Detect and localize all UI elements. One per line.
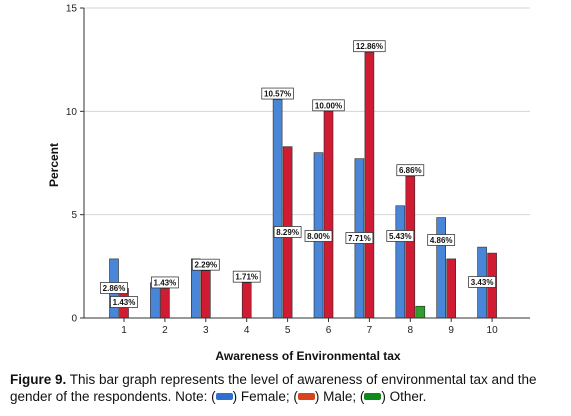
data-label: 10.00% [315,101,342,110]
data-label-box [261,87,294,100]
x-tick-label: 6 [326,325,332,336]
male-swatch [297,393,315,400]
bar-chart: 0 5 10 15 1 2 3 4 5 6 7 8 9 10 2.86% 1.43% 1.43% 2.29% 1… [47,4,530,363]
data-label: 1.43% [113,298,136,307]
x-tick-label: 9 [448,325,454,336]
bar-male-9 [446,258,457,319]
caption-label: Figure 9. [10,372,67,387]
data-label-box [110,296,138,308]
bar-female-9 [436,217,447,319]
bar-other-8 [415,305,426,319]
y-tick-label: 10 [66,107,78,118]
data-label-box [191,258,220,271]
x-axis-title: Awareness of Environmental tax [215,349,401,363]
data-label-box [468,276,496,288]
data-label-box [273,226,302,238]
data-label-box [345,232,374,244]
bar-female-8 [395,205,406,319]
other-swatch [364,393,382,400]
x-tick-label: 3 [203,325,209,336]
bar-male-8 [405,175,416,319]
y-axis-title: Percent [47,143,61,187]
data-label: 2.29% [194,261,217,270]
x-tick-label: 10 [487,325,499,336]
axes [83,8,530,322]
female-swatch [215,393,233,400]
data-label-box [386,230,415,242]
data-label-box [427,234,456,246]
caption-male: ) Male; ( [314,389,365,404]
data-label-box [304,230,333,242]
caption-female: ) Female; ( [232,389,298,404]
data-label-box [353,40,386,53]
bar-male-3 [201,270,211,319]
caption-other: ) Other. [381,389,427,404]
data-label: 8.00% [307,232,330,241]
bar-male-2 [160,288,170,319]
x-tick-labels: 1 2 3 4 5 6 7 8 9 10 [121,325,498,336]
x-tick-label: 1 [121,325,127,336]
data-label: 12.86% [356,42,383,51]
bar-male-7 [364,51,375,319]
x-tick-label: 2 [162,325,168,336]
data-label: 1.71% [235,273,258,282]
data-label-box [312,99,345,112]
y-tick-label: 5 [71,210,77,221]
data-label: 4.86% [430,236,453,245]
data-labels: 2.86% 1.43% 1.43% 2.29% 1.71% 10.57% 8.29% 10.0… [100,40,496,308]
data-label-box [232,270,261,283]
data-label-box [151,276,179,289]
y-tick-label: 0 [71,314,77,325]
data-label: 3.43% [471,278,494,287]
data-label: 7.71% [348,234,371,243]
data-label: 5.43% [389,232,412,241]
data-label: 8.29% [276,228,299,237]
data-label: 2.86% [103,284,126,293]
data-label-box [396,164,425,177]
gridlines [80,7,530,319]
bar-male-6 [323,111,334,319]
y-tick-labels: 0 5 10 15 [66,4,78,325]
data-label: 10.57% [264,90,291,99]
x-tick-label: 7 [367,325,373,336]
figure-caption: Figure 9. This bar graph represents the … [10,371,565,405]
y-tick-label: 15 [66,4,78,15]
data-label-box [100,282,128,294]
caption-text: This bar graph represents the level of a… [10,372,537,404]
x-tick-label: 5 [285,325,291,336]
data-label: 1.43% [154,278,177,287]
x-tick-label: 4 [244,325,250,336]
x-tick-label: 8 [408,325,414,336]
data-label: 6.86% [399,166,422,175]
bar-male-4 [241,282,252,319]
bar-female-5 [272,99,283,319]
